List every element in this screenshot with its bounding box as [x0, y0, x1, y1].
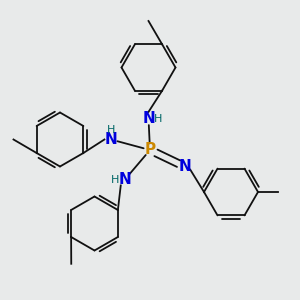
Text: H: H: [110, 175, 119, 185]
Text: N: N: [105, 132, 117, 147]
Text: H: H: [107, 124, 115, 135]
Text: N: N: [142, 111, 155, 126]
Text: N: N: [118, 172, 131, 188]
Text: N: N: [178, 159, 191, 174]
Text: P: P: [144, 142, 156, 158]
Text: H: H: [154, 113, 163, 124]
